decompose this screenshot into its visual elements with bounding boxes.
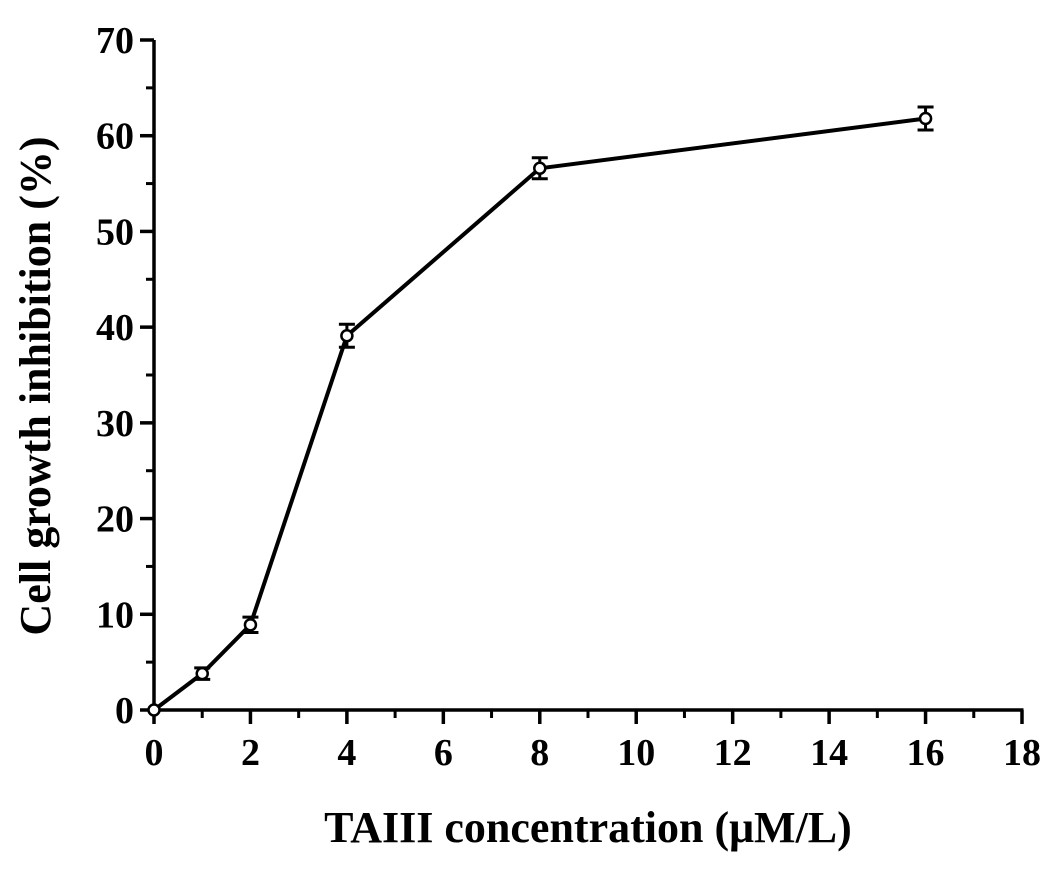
x-tick-label: 12 [714,732,752,774]
y-tick-label: 30 [96,403,134,445]
x-tick-label: 8 [530,732,549,774]
x-tick-label: 0 [145,732,164,774]
y-axis-title: Cell growth inhibition (%) [11,136,60,635]
data-point [340,329,354,343]
x-tick-label: 2 [241,732,260,774]
y-tick-label: 70 [96,20,134,62]
y-tick-label: 10 [96,594,134,636]
y-tick-label: 60 [96,116,134,158]
data-point [147,703,161,717]
series-layer [147,105,934,717]
y-tick-label: 20 [96,499,134,541]
y-tick-label: 0 [115,690,134,732]
x-tick-label: 14 [810,732,848,774]
data-point [918,111,933,126]
x-tick-label: 18 [1003,732,1041,774]
data-point [243,618,258,632]
x-tick-label: 16 [907,732,945,774]
data-point [533,161,547,176]
x-tick-label: 6 [434,732,453,774]
axes: 0 10 20 30 40 50 60 70 0 2 4 6 8 10 12 14 16 18 [96,20,1041,774]
x-tick-label: 4 [337,732,356,774]
y-tick-label: 40 [96,307,134,349]
data-point [195,666,209,681]
y-tick-label: 50 [96,211,134,253]
x-tick-label: 10 [617,732,655,774]
x-axis-title: TAIII concentration (μM/L) [324,803,852,852]
series-line [152,116,926,712]
